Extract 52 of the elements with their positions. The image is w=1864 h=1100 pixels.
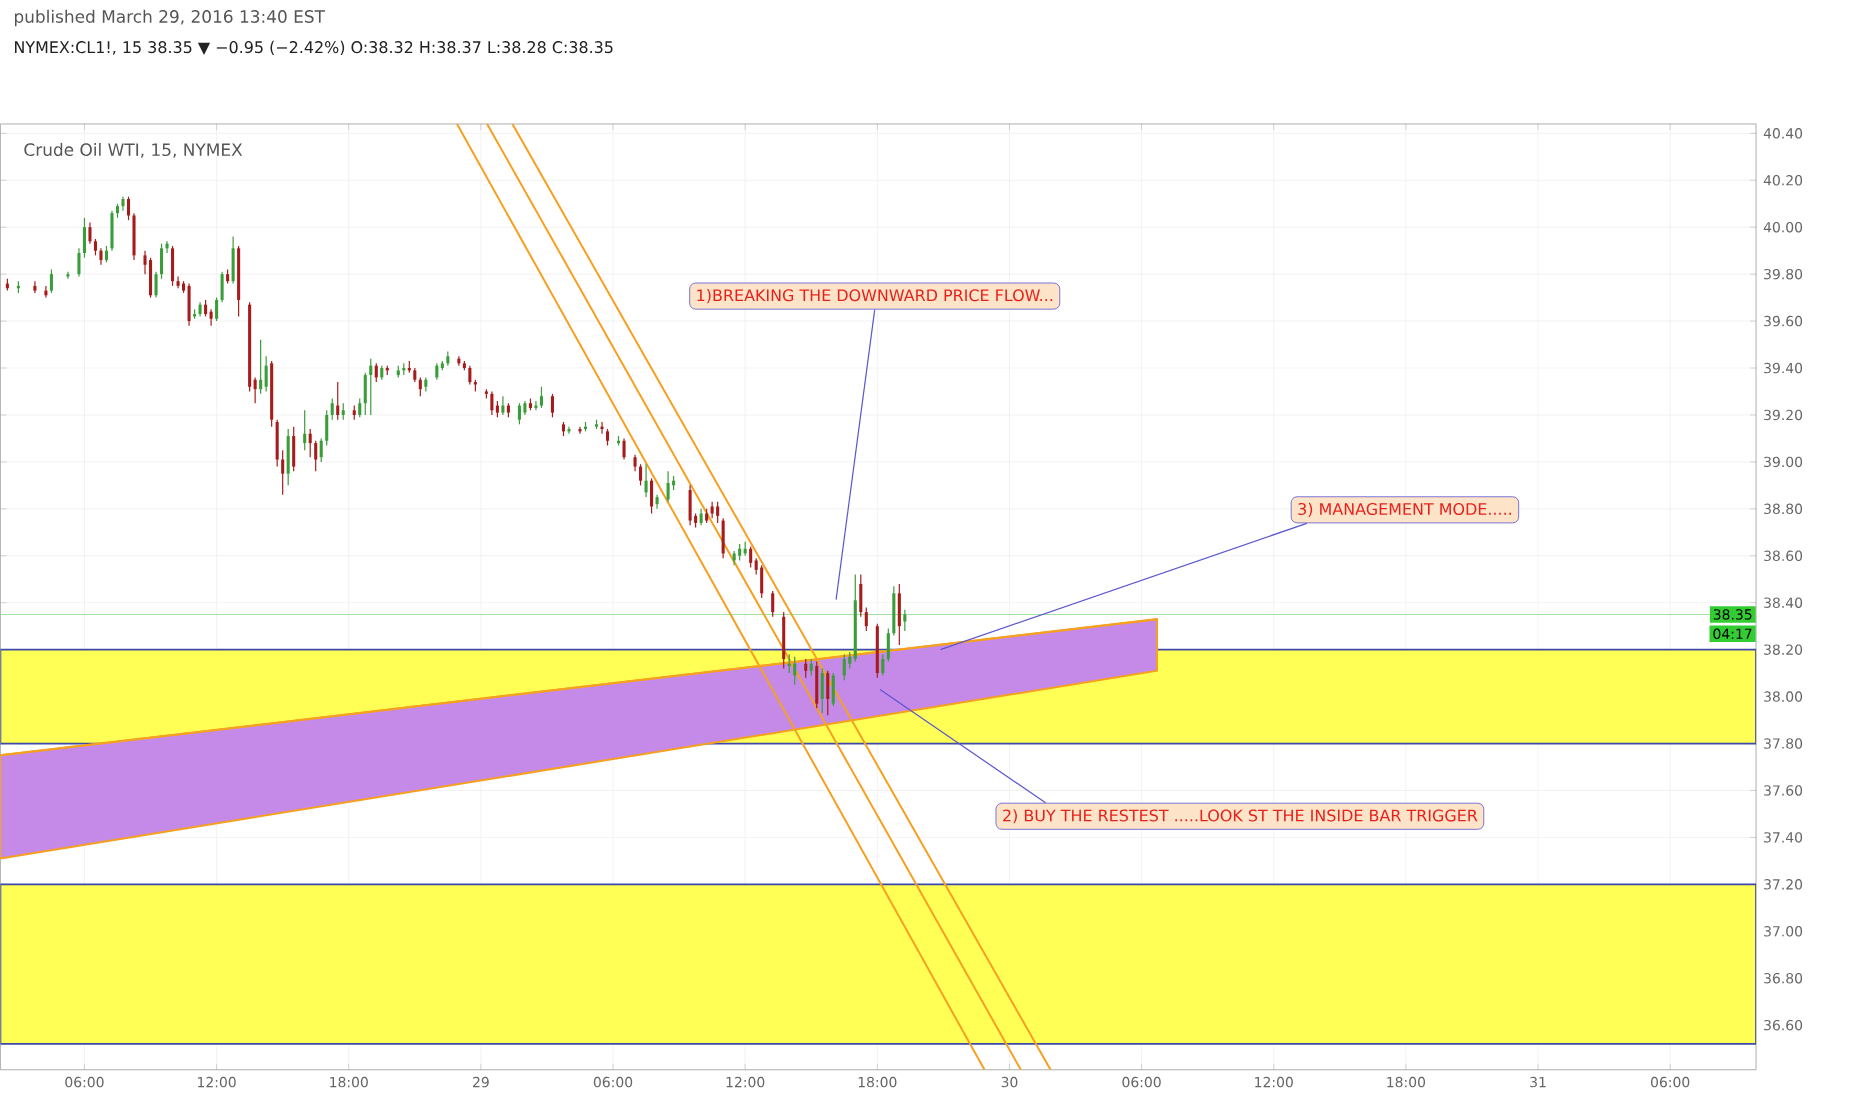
candlestick (815, 660, 819, 710)
candlestick (721, 517, 725, 559)
candlestick (501, 395, 505, 416)
candlestick (550, 393, 555, 419)
candlestick (336, 381, 340, 421)
candlestick (369, 358, 373, 416)
candlestick (468, 365, 472, 386)
candlestick (33, 280, 37, 294)
candlestick (820, 667, 824, 714)
candlestick (171, 245, 175, 287)
candlestick (639, 463, 643, 487)
candlestick (539, 386, 543, 409)
candlestick (793, 656, 797, 686)
candlestick (782, 611, 786, 670)
candlestick (771, 590, 775, 618)
candlestick (209, 308, 213, 327)
candlestick (842, 653, 846, 681)
candlestick (881, 653, 885, 677)
text: published March 29, 2016 13:40 EST (14, 9, 325, 27)
candlestick (259, 339, 263, 395)
candlestick (303, 409, 307, 451)
candlestick (804, 658, 808, 679)
candlestick (264, 355, 268, 393)
candlestick (490, 391, 494, 416)
candlestick (749, 545, 753, 569)
candlestick (49, 268, 53, 294)
candlestick (903, 609, 907, 632)
candlestick (517, 402, 521, 426)
candlestick (231, 236, 235, 285)
candlestick (644, 463, 648, 498)
candlestick (826, 670, 830, 717)
candlestick (622, 437, 626, 461)
candlestick (859, 574, 863, 618)
candlestick (330, 398, 334, 421)
candlestick (358, 398, 362, 419)
candlestick (292, 426, 296, 473)
text: Crude Oil WTI, 15, NYMEX (24, 143, 243, 158)
candlestick (650, 477, 654, 515)
candlestick (760, 564, 764, 599)
candlestick (688, 484, 692, 526)
candlestick (864, 606, 868, 632)
candlestick (897, 583, 901, 646)
candlestick (187, 283, 191, 327)
candlestick (286, 428, 290, 487)
candlestick (374, 362, 378, 383)
candlestick (148, 257, 153, 299)
candlestick (831, 672, 835, 707)
candlestick (716, 501, 720, 524)
candlestick (666, 470, 670, 503)
candlestick (600, 421, 604, 435)
candlestick (418, 376, 422, 397)
candlestick (875, 623, 879, 679)
